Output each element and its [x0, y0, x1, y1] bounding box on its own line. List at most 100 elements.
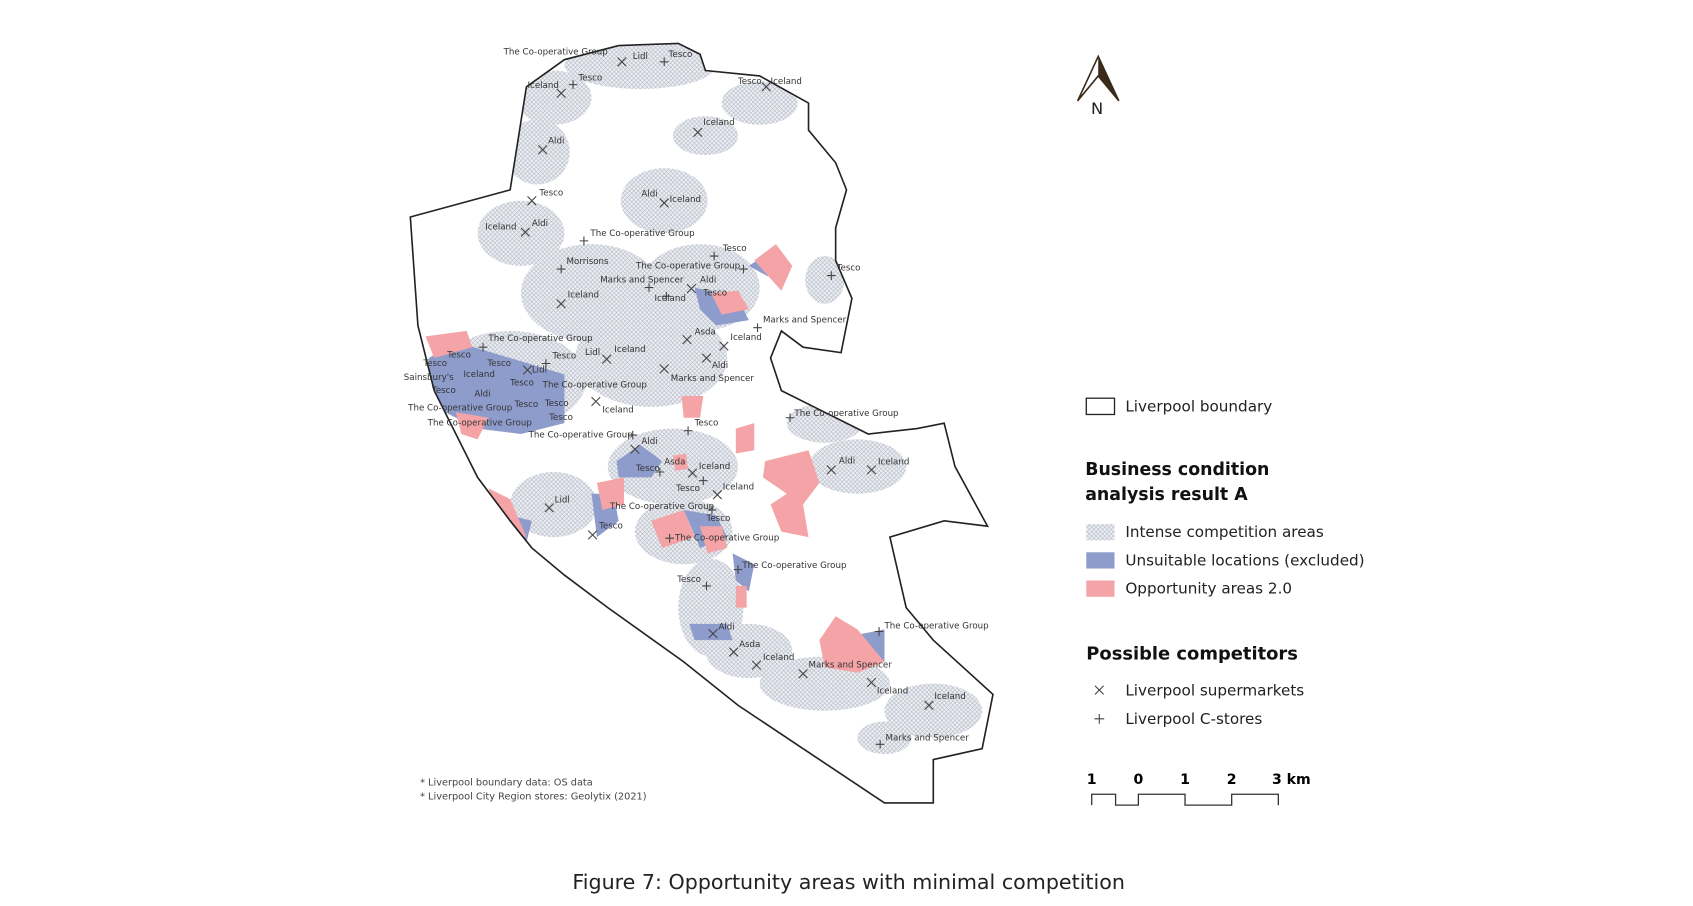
legend-swatch — [1086, 524, 1115, 541]
store-label: Marks and Spencer — [886, 733, 970, 743]
store-label: Lidl — [555, 496, 570, 506]
c-store-marker — [568, 80, 578, 89]
legend-item: Liverpool C-stores — [1125, 710, 1262, 728]
c-store-marker — [826, 271, 836, 280]
supermarket-marker — [866, 465, 877, 475]
c-store-marker — [709, 251, 719, 261]
store-label: Tesco — [544, 399, 569, 409]
c-store-marker — [707, 505, 717, 515]
caption: Figure 7: Opportunity areas with minimal… — [572, 870, 1124, 894]
store-label: Iceland — [730, 333, 761, 343]
store-label: Asda — [739, 640, 760, 650]
legend-swatch — [1086, 580, 1115, 597]
competition-areas — [434, 43, 983, 755]
store-label: Tesco — [577, 74, 602, 84]
scale-bar: 1 0 1 2 3 km — [1087, 772, 1311, 806]
store-label: The Co-operative Group — [793, 409, 899, 419]
store-label: Lidl — [532, 365, 547, 375]
store-label: Tesco — [598, 522, 623, 532]
c-store-marker — [655, 467, 665, 477]
store-label: The Co-operative Group — [635, 261, 741, 271]
scale-label: 1 — [1180, 772, 1190, 788]
store-label: Tesco — [538, 189, 563, 199]
store-label: Iceland — [670, 195, 701, 205]
store-label: Sainsbury's — [404, 373, 454, 383]
supermarket-marker — [556, 299, 566, 309]
store-label: Asda — [695, 328, 716, 338]
supermarket-marker — [682, 334, 692, 345]
legend: Liverpool boundary Business condition an… — [1085, 397, 1364, 727]
store-label: Aldi — [641, 190, 657, 200]
supermarket-marker — [719, 341, 729, 351]
legend-heading-box: Business condition analysis result A — [1085, 459, 1269, 505]
store-label: Lidl — [633, 52, 648, 62]
store-label: Tesco — [702, 288, 727, 298]
store-label: Aldi — [718, 623, 734, 633]
store-label: The Co-operative Group — [407, 403, 513, 413]
store-label: Tesco — [675, 484, 700, 494]
c-store-marker — [698, 476, 708, 486]
store-label: Iceland — [485, 222, 516, 232]
north-label: N — [1091, 99, 1103, 118]
store-label: Aldi — [712, 361, 728, 371]
supermarket-marker — [601, 354, 612, 364]
supermarket-marker — [630, 444, 640, 454]
c-store-marker — [785, 413, 795, 423]
scale-label: 3 km — [1272, 772, 1311, 788]
store-label: Tesco — [513, 400, 538, 410]
supermarket-marker — [591, 396, 601, 407]
supermarket-marker — [924, 700, 934, 710]
legend-item: Intense competition areas — [1125, 523, 1323, 541]
scale-label: 1 — [1087, 772, 1097, 788]
store-label: Tesco — [551, 351, 576, 361]
supermarket-marker — [659, 198, 669, 208]
legend-symbol — [1094, 685, 1105, 695]
store-label: Tesco — [694, 419, 719, 429]
c-store-marker — [733, 565, 743, 574]
supermarket-marker — [527, 196, 537, 206]
c-store-marker — [556, 264, 566, 274]
c-store-marker — [478, 342, 488, 352]
store-label: Aldi — [700, 275, 716, 285]
store-label: Iceland — [771, 77, 802, 87]
supermarket-marker — [728, 647, 739, 657]
north-arrow: N — [1076, 54, 1120, 118]
store-label: Tesco — [548, 413, 573, 423]
legend-item: Opportunity areas 2.0 — [1125, 580, 1292, 598]
store-label: The Co-operative Group — [487, 334, 593, 344]
store-label: Tesco — [676, 575, 701, 585]
c-store-marker — [628, 430, 638, 440]
store-label: The Co-operative Group — [883, 622, 989, 632]
store-label: Aldi — [474, 389, 490, 399]
c-store-marker — [579, 236, 589, 246]
store-label: Iceland — [703, 118, 734, 128]
store-label: The Co-operative Group — [528, 431, 634, 441]
supermarket-marker — [686, 283, 697, 294]
store-label: Tesco — [486, 359, 511, 369]
supermarket-marker — [701, 353, 712, 363]
c-store-marker — [644, 283, 654, 292]
store-label: Iceland — [463, 370, 494, 380]
supermarket-marker — [826, 465, 837, 475]
store-label: The Co-operative Group — [609, 502, 715, 512]
legend-heading: Possible competitors — [1086, 644, 1298, 665]
opportunity-areas — [425, 244, 885, 673]
store-label: Tesco — [836, 264, 861, 274]
store-label: Tesco — [422, 359, 447, 369]
store-label: Iceland — [614, 345, 645, 355]
c-store-marker — [875, 739, 885, 749]
supermarket-marker — [659, 364, 669, 374]
supermarket-marker — [708, 628, 718, 639]
store-label: Tesco — [722, 244, 747, 254]
supermarket-marker — [866, 677, 877, 688]
store-label: Marks and Spencer — [809, 661, 893, 671]
supermarket-marker — [556, 88, 566, 99]
store-label: The Co-operative Group — [503, 48, 609, 58]
store-label: Tesco — [635, 464, 660, 474]
store-label: Tesco — [446, 350, 471, 360]
supermarket-marker — [761, 82, 771, 92]
c-store-marker — [541, 359, 551, 368]
store-label: Iceland — [568, 291, 599, 301]
